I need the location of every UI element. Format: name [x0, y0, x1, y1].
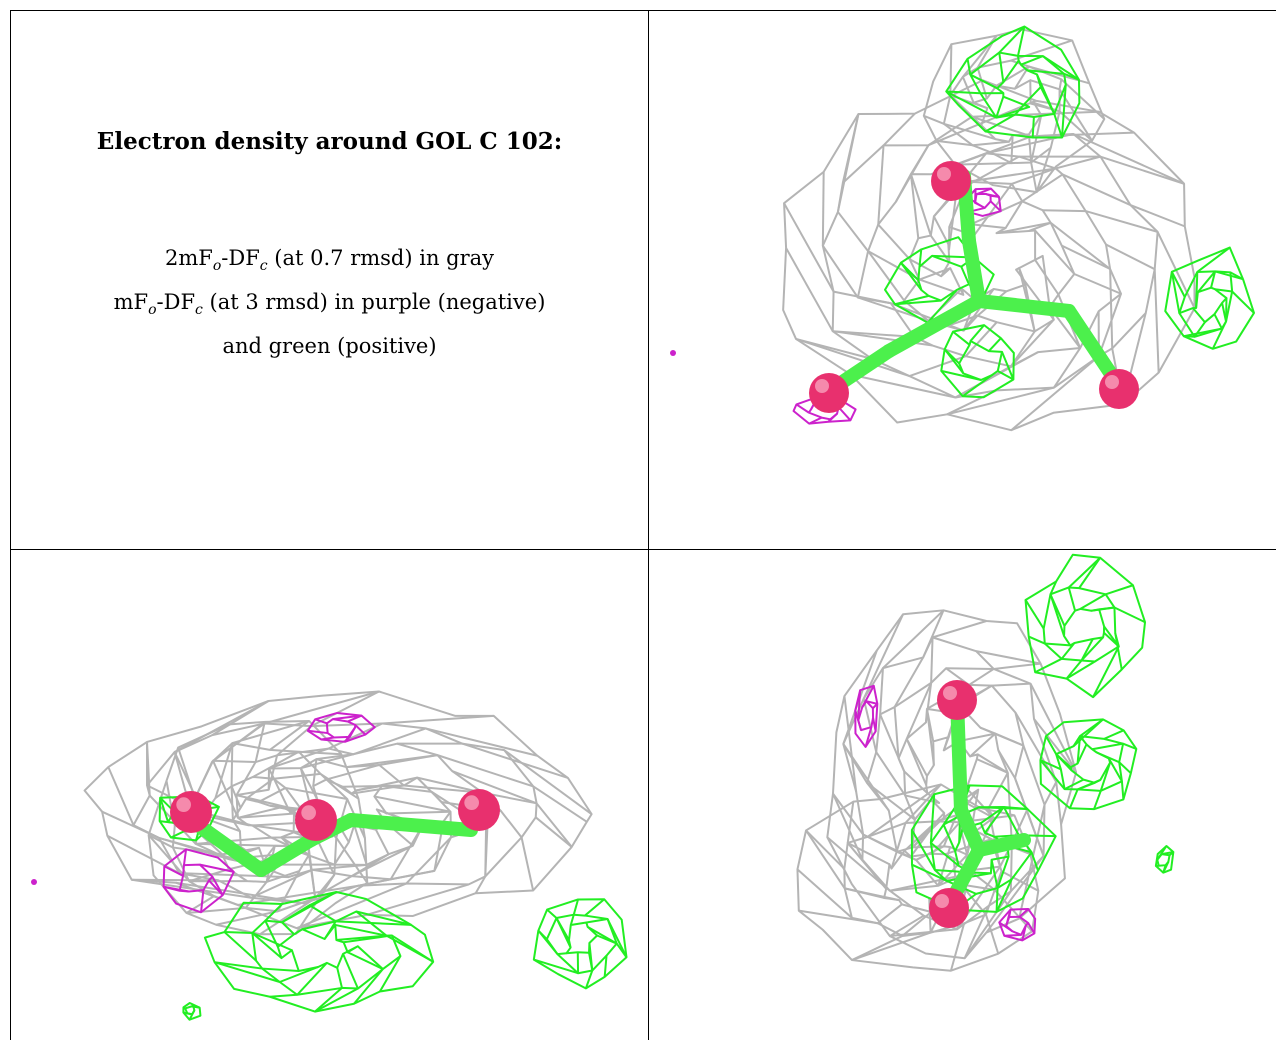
ligand-bond — [344, 813, 478, 837]
density-fofc-positive-blob — [1164, 246, 1255, 350]
density-2fofc-mesh — [782, 79, 1196, 432]
ligand-bond — [254, 833, 318, 877]
density-panel-bottom-left — [11, 550, 648, 1040]
density-fofc-positive-blob — [940, 324, 1015, 399]
density-fofc-negative-blob — [854, 684, 879, 748]
ligand-oxygen-atom — [929, 888, 969, 928]
density-render-2 — [31, 690, 628, 1021]
ligand-bond — [972, 294, 1076, 318]
ligand-oxygen-atom — [809, 373, 849, 413]
density-fofc-positive-blob — [182, 1002, 202, 1021]
density-fofc-positive-blob — [1024, 553, 1147, 699]
ligand-bond — [882, 294, 986, 358]
density-fofc-positive-blob — [1039, 718, 1138, 811]
density-panel-bottom-right — [649, 550, 1276, 1040]
ligand-oxygen-atom — [937, 680, 977, 720]
density-fofc-positive-blob — [203, 891, 435, 1013]
grid-divider-vertical — [648, 10, 649, 1040]
density-render-1 — [670, 25, 1255, 432]
density-2fofc-lower-lobe — [796, 783, 1040, 972]
figure-grid — [10, 10, 1276, 1040]
ligand-bond — [972, 833, 1031, 857]
map-legend: 2mFo-DFc (at 0.7 rmsd) in gray mFo-DFc (… — [11, 240, 648, 364]
density-fofc-positive-blob — [1154, 844, 1175, 874]
figure-title: Electron density around GOL C 102: — [96, 128, 563, 155]
legend-line-2fofc: 2mFo-DFc (at 0.7 rmsd) in gray — [164, 246, 495, 275]
ligand-oxygen-atom — [1099, 369, 1139, 409]
density-fofc-positive-blob — [532, 898, 628, 990]
density-fofc-negative-speck — [670, 350, 676, 356]
density-fofc-negative-blob — [967, 187, 1002, 217]
ligand-oxygen-atom — [931, 161, 971, 201]
density-render-3 — [796, 553, 1175, 972]
grid-divider-horizontal — [10, 549, 1276, 550]
ligand-oxygen-atom — [170, 791, 212, 833]
density-fofc-negative-blob — [998, 908, 1037, 942]
ligand-bond — [962, 234, 986, 308]
legend-line-fofc: mFo-DFc (at 3 rmsd) in purple (negative) — [113, 290, 546, 319]
ligand-oxygen-atom — [295, 799, 337, 841]
density-fofc-negative-speck — [31, 879, 37, 885]
density-fofc-negative-blob — [306, 711, 376, 743]
density-fofc-negative-blob — [162, 848, 235, 914]
ligand-oxygen-atom — [458, 789, 500, 831]
density-panel-top-right — [649, 11, 1276, 549]
density-fofc-positive-blob — [945, 25, 1081, 139]
ligand-bond — [954, 803, 986, 857]
legend-line-colors: and green (positive) — [222, 334, 437, 359]
